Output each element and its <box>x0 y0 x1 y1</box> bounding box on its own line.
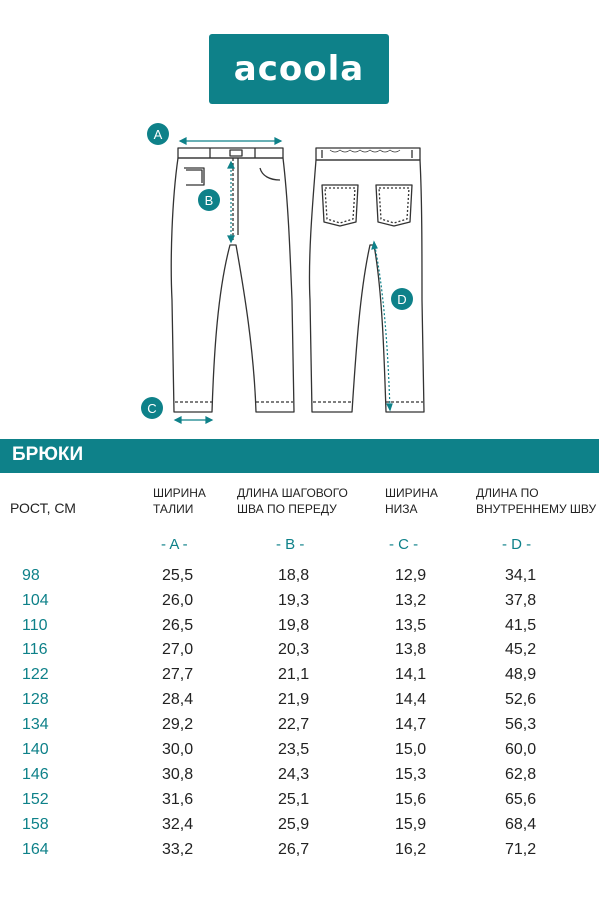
marker-c: C <box>141 397 163 419</box>
cell-d: 71,2 <box>505 841 537 858</box>
cell-c: 15,6 <box>395 791 427 808</box>
cell-c: 15,0 <box>395 741 427 758</box>
table-row: 98 25,5 18,8 12,9 34,1 <box>0 565 599 589</box>
cell-c: 16,2 <box>395 841 427 858</box>
cell-c: 12,9 <box>395 567 427 584</box>
column-letter-a: - A - <box>161 536 188 553</box>
table-row: 146 30,8 24,3 15,3 62,8 <box>0 764 599 788</box>
cell-c: 15,9 <box>395 816 427 833</box>
column-letter-b: - B - <box>276 536 305 553</box>
cell-c: 14,1 <box>395 666 427 683</box>
cell-d: 56,3 <box>505 716 537 733</box>
table-row: 116 27,0 20,3 13,8 45,2 <box>0 639 599 663</box>
table-row: 122 27,7 21,1 14,1 48,9 <box>0 664 599 688</box>
table-row: 104 26,0 19,3 13,2 37,8 <box>0 590 599 614</box>
cell-height: 158 <box>22 816 49 833</box>
cell-a: 30,8 <box>162 766 194 783</box>
cell-d: 41,5 <box>505 617 537 634</box>
table-row: 110 26,5 19,8 13,5 41,5 <box>0 615 599 639</box>
cell-height: 146 <box>22 766 49 783</box>
cell-c: 14,7 <box>395 716 427 733</box>
cell-d: 52,6 <box>505 691 537 708</box>
svg-text:C: C <box>147 401 156 416</box>
cell-d: 34,1 <box>505 567 537 584</box>
table-row: 140 30,0 23,5 15,0 60,0 <box>0 739 599 763</box>
cell-b: 21,9 <box>278 691 310 708</box>
svg-text:D: D <box>397 292 406 307</box>
cell-c: 13,8 <box>395 641 427 658</box>
cell-height: 110 <box>22 617 48 634</box>
cell-c: 13,2 <box>395 592 427 609</box>
cell-d: 68,4 <box>505 816 537 833</box>
cell-c: 15,3 <box>395 766 427 783</box>
front-view <box>170 147 295 413</box>
cell-a: 25,5 <box>162 567 194 584</box>
cell-height: 128 <box>22 691 49 708</box>
cell-height: 164 <box>22 841 49 858</box>
brand-logo-text: acoola <box>233 49 365 89</box>
table-row: 152 31,6 25,1 15,6 65,6 <box>0 789 599 813</box>
cell-height: 104 <box>22 592 49 609</box>
column-header-d: ДЛИНА ПО ВНУТРЕННЕМУ ШВУ <box>476 486 597 516</box>
cell-d: 48,9 <box>505 666 537 683</box>
cell-a: 27,7 <box>162 666 194 683</box>
cell-a: 31,6 <box>162 791 194 808</box>
cell-b: 18,8 <box>278 567 310 584</box>
column-header-c: ШИРИНА НИЗА <box>385 486 438 516</box>
cell-d: 62,8 <box>505 766 537 783</box>
cell-a: 30,0 <box>162 741 194 758</box>
cell-c: 13,5 <box>395 617 427 634</box>
marker-d: D <box>391 288 413 310</box>
table-row: 134 29,2 22,7 14,7 56,3 <box>0 714 599 738</box>
marker-b: B <box>198 189 220 211</box>
column-letter-d: - D - <box>502 536 532 553</box>
cell-b: 22,7 <box>278 716 310 733</box>
cell-c: 14,4 <box>395 691 427 708</box>
cell-a: 26,0 <box>162 592 194 609</box>
cell-height: 98 <box>22 567 40 584</box>
cell-a: 28,4 <box>162 691 194 708</box>
column-letter-c: - C - <box>389 536 419 553</box>
cell-d: 60,0 <box>505 741 537 758</box>
cell-height: 122 <box>22 666 49 683</box>
table-row: 164 33,2 26,7 16,2 71,2 <box>0 839 599 863</box>
cell-height: 140 <box>22 741 49 758</box>
cell-b: 25,9 <box>278 816 310 833</box>
cell-a: 33,2 <box>162 841 194 858</box>
cell-a: 27,0 <box>162 641 194 658</box>
cell-d: 65,6 <box>505 791 537 808</box>
cell-height: 116 <box>22 641 48 658</box>
cell-height: 134 <box>22 716 49 733</box>
cell-b: 20,3 <box>278 641 310 658</box>
cell-b: 25,1 <box>278 791 310 808</box>
cell-height: 152 <box>22 791 49 808</box>
cell-b: 21,1 <box>278 666 310 683</box>
section-banner: БРЮКИ <box>0 439 599 473</box>
cell-d: 37,8 <box>505 592 537 609</box>
svg-text:A: A <box>154 127 163 142</box>
table-row: 158 32,4 25,9 15,9 68,4 <box>0 814 599 838</box>
svg-text:B: B <box>205 193 214 208</box>
cell-d: 45,2 <box>505 641 537 658</box>
marker-a: A <box>147 123 169 145</box>
back-view <box>308 147 425 413</box>
cell-b: 19,3 <box>278 592 310 609</box>
brand-logo: acoola <box>209 34 389 104</box>
trousers-drawing: A B C D <box>141 123 425 424</box>
table-row: 128 28,4 21,9 14,4 52,6 <box>0 689 599 713</box>
section-title: БРЮКИ <box>12 444 84 465</box>
cell-a: 32,4 <box>162 816 194 833</box>
column-header-a: ШИРИНА ТАЛИИ <box>153 486 206 516</box>
cell-b: 26,7 <box>278 841 310 858</box>
height-header: РОСТ, СМ <box>10 500 76 516</box>
cell-b: 24,3 <box>278 766 310 783</box>
cell-a: 26,5 <box>162 617 194 634</box>
cell-a: 29,2 <box>162 716 194 733</box>
column-header-b: ДЛИНА ШАГОВОГО ШВА ПО ПЕРЕДУ <box>237 486 348 516</box>
cell-b: 19,8 <box>278 617 310 634</box>
cell-b: 23,5 <box>278 741 310 758</box>
